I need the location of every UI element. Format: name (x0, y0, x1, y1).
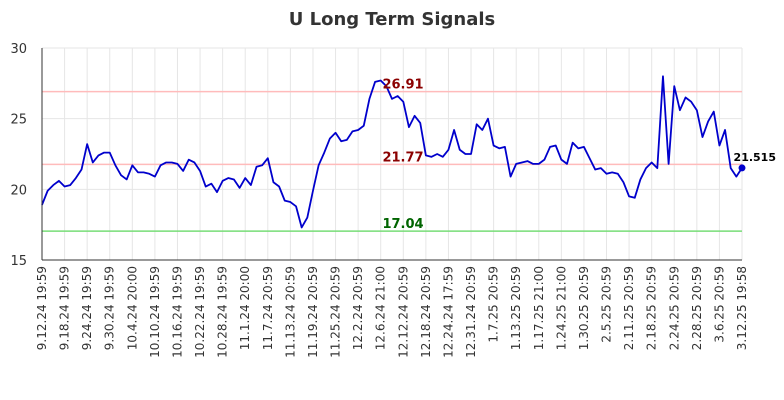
x-tick-label: 2.11.25 20:59 (622, 266, 636, 350)
x-tick-label: 9.24.24 19:59 (80, 266, 94, 350)
x-tick-label: 11.13.24 20:59 (283, 266, 297, 358)
x-tick-label: 1.24.25 21:00 (554, 266, 568, 350)
x-tick-label: 11.1.24 20:00 (238, 266, 252, 350)
x-tick-label: 2.28.25 20:59 (690, 266, 704, 350)
y-tick-label: 15 (10, 254, 27, 269)
x-tick-label: 1.7.25 20:59 (487, 266, 501, 343)
series-layer (41, 75, 746, 229)
x-tick-label: 2.18.25 20:59 (645, 266, 659, 350)
x-tick-label: 12.24.24 17:59 (441, 266, 455, 358)
x-tick-label: 10.10.24 19:59 (148, 266, 162, 358)
x-tick-label: 1.13.25 20:59 (509, 266, 523, 350)
y-tick-label: 20 (10, 183, 27, 198)
x-tick-label: 1.17.25 21:00 (532, 266, 546, 350)
x-tick-label: 11.25.24 20:59 (329, 266, 343, 358)
reference-lines-layer (42, 90, 742, 232)
x-tick-label: 1.30.25 20:59 (577, 266, 591, 350)
x-tick-label: 12.18.24 20:59 (419, 266, 433, 358)
series-line (41, 75, 743, 229)
label-layer: 26.91 21.77 17.04 21.515 (382, 78, 776, 232)
x-tick-label: 10.16.24 19:59 (170, 266, 184, 358)
reference-line-label: 26.91 (382, 78, 423, 93)
x-tick-label: 12.31.24 20:59 (464, 266, 478, 358)
x-tick-label: 11.19.24 20:59 (306, 266, 320, 358)
x-tick-label: 11.7.24 20:59 (261, 266, 275, 350)
x-tick-label: 10.28.24 19:59 (216, 266, 230, 358)
x-tick-label: 3.12.25 19:58 (735, 266, 749, 350)
x-tick-label: 2.24.25 20:59 (667, 266, 681, 350)
x-tick-label: 3.6.25 20:59 (712, 266, 726, 343)
last-value-point (738, 164, 746, 172)
reference-line-label: 17.04 (382, 217, 423, 232)
x-tick-label: 12.12.24 20:59 (396, 266, 410, 358)
x-tick-label: 9.30.24 19:59 (103, 266, 117, 350)
y-tick-label: 25 (10, 113, 27, 128)
x-tick-label: 12.6.24 21:00 (374, 266, 388, 350)
x-tick-label: 10.22.24 19:59 (193, 266, 207, 358)
x-tick-label: 9.12.24 19:59 (35, 266, 49, 350)
x-tick-label: 2.5.25 20:59 (600, 266, 614, 343)
x-tick-label: 9.18.24 19:59 (58, 266, 72, 350)
x-tick-label: 10.4.24 20:00 (125, 266, 139, 350)
x-tick-label: 12.2.24 20:59 (351, 266, 365, 350)
last-value-label: 21.515 (734, 151, 776, 164)
reference-line-label: 21.77 (382, 150, 423, 165)
chart-title: U Long Term Signals (289, 9, 496, 30)
y-tick-label: 30 (10, 42, 27, 57)
axis-layer: 15 20 25 30 9.12.24 19:59 9.18.24 19:59 9.24.2… (10, 42, 749, 358)
